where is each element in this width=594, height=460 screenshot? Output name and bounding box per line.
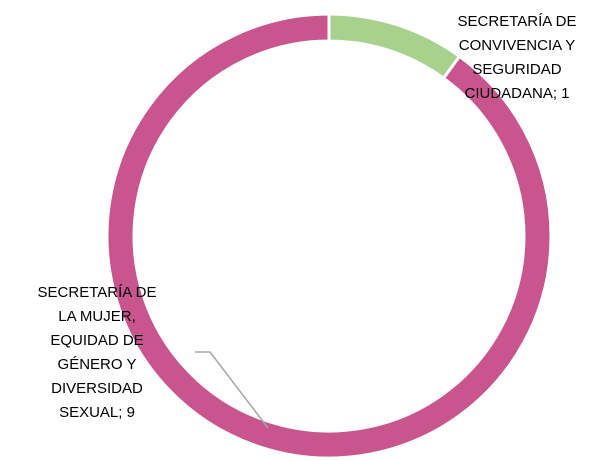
data-label: SECRETARÍA DE CONVIVENCIA Y SEGURIDAD CI… bbox=[457, 13, 577, 102]
data-label: SECRETARÍA DE LA MUJER, EQUIDAD DE GÉNER… bbox=[37, 284, 157, 421]
donut-slice bbox=[105, 12, 553, 460]
donut-slice bbox=[327, 12, 462, 81]
leader-line bbox=[195, 351, 269, 429]
